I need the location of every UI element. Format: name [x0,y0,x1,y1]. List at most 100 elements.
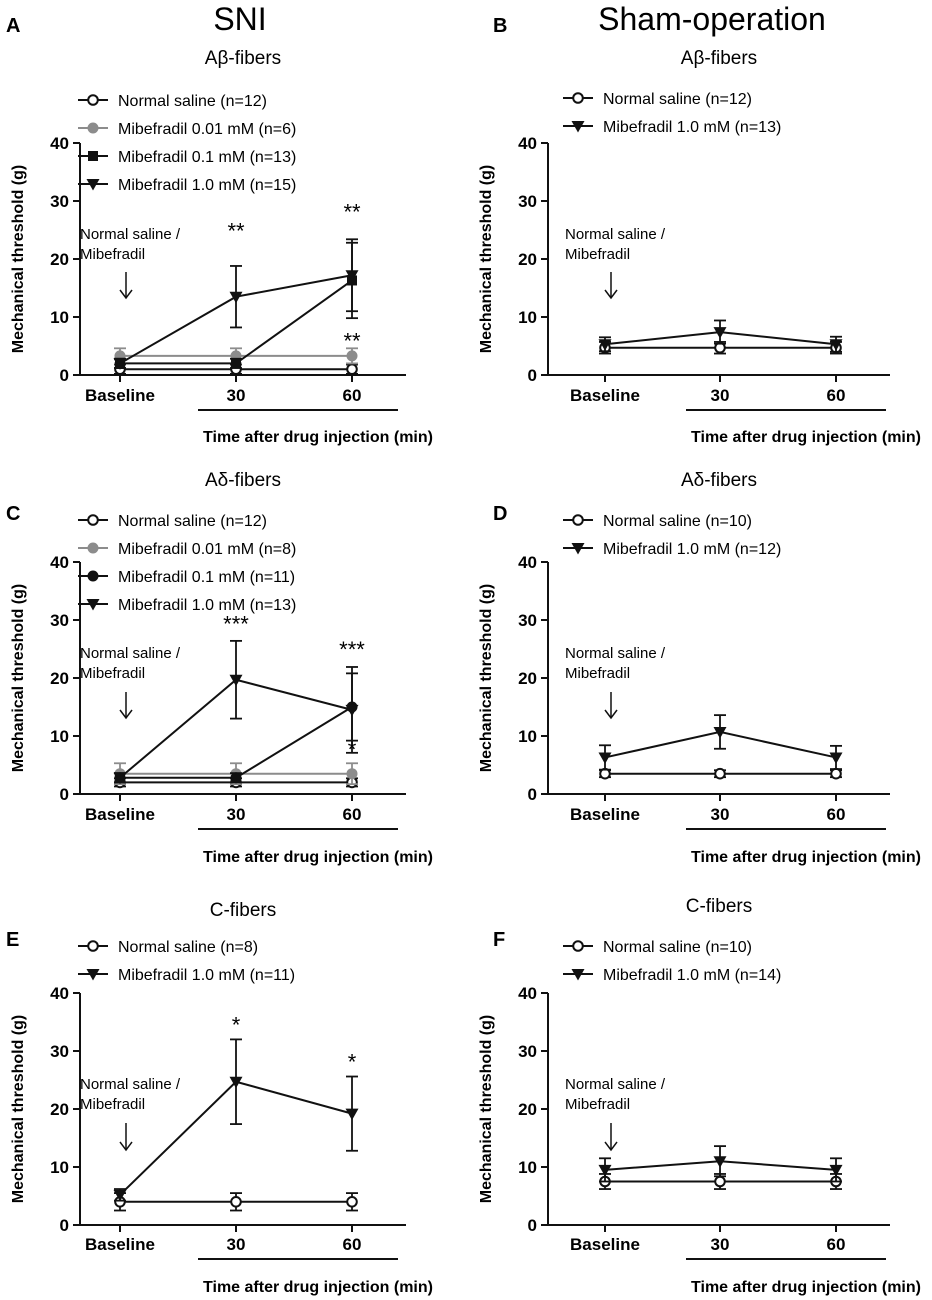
data-point [346,1196,358,1208]
series-1 [598,714,843,771]
x-tick-label: Baseline [85,386,155,405]
legend-label: Normal saline (n=12) [118,93,267,110]
series-0 [114,1192,358,1212]
panel-letter-f: F [493,929,505,951]
x-tick-label: 60 [827,386,846,405]
y-tick-label: 40 [50,134,69,153]
y-tick-label: 40 [518,134,537,153]
panel-e: E C-fibers 0 10 20 30 40 Mechanical threshold (… [6,900,433,1296]
panel-b: B Aβ-fibers 0 10 20 30 40 Mechanical threshold … [478,15,921,446]
panel-title-a: Aβ-fibers [205,48,281,69]
x-tick-label: 30 [711,386,730,405]
annotation-text: Normal saline / [565,645,666,662]
y-tick-label: 10 [50,308,69,327]
annotation-text: Mibefradil [80,1096,145,1113]
significance-marker: ** [343,200,361,225]
panel-letter-d: D [493,503,507,525]
y-tick-label: 40 [50,984,69,1003]
sni-header: SNI [213,1,266,37]
data-point [598,339,612,351]
y-tick-label: 20 [518,250,537,269]
data-point [714,767,726,780]
legend-label: Mibefradil 1.0 mM (n=15) [118,177,296,194]
x-tick-label: 30 [227,1235,246,1254]
x-tick-label: Baseline [570,1235,640,1254]
data-point [113,772,127,785]
x-tick-label: 60 [343,805,362,824]
panel-d: D Aδ-fibers 0 10 20 30 40 Mechanical threshold … [478,470,921,866]
x-tick-label: 60 [827,1235,846,1254]
data-point [598,1164,612,1177]
series-3 [113,639,359,785]
data-point [829,339,843,351]
data-point [230,772,242,784]
y-tick-label: 40 [50,553,69,572]
x-tick-label: Baseline [85,1235,155,1254]
legend-marker [571,543,585,555]
annotation-text: Mibefradil [80,246,145,263]
x-axis-label: Time after drug injection (min) [691,429,921,446]
legend-marker [571,969,585,981]
y-tick-label: 20 [50,1100,69,1119]
legend-label: Normal saline (n=10) [603,513,752,530]
legend-label: Mibefradil 0.1 mM (n=13) [118,149,296,166]
legend-marker [571,121,585,133]
y-tick-label: 0 [60,1216,69,1235]
data-point [713,327,727,339]
y-tick-label: 0 [528,366,537,385]
significance-marker: * [348,1050,357,1075]
panel-title-b: Aβ-fibers [681,48,757,69]
series-1 [113,1038,359,1202]
y-tick-label: 20 [50,250,69,269]
legend-marker [88,151,98,161]
data-point [229,291,243,304]
y-axis-label: Mechanical threshold (g) [10,1015,27,1203]
legend-label: Mibefradil 1.0 mM (n=12) [603,541,781,558]
legend-label: Mibefradil 0.1 mM (n=11) [118,569,295,586]
y-tick-label: 0 [60,785,69,804]
data-point [346,363,358,376]
panel-letter-a: A [6,15,20,37]
y-tick-label: 30 [518,192,537,211]
y-axis-label: Mechanical threshold (g) [10,584,27,772]
data-point [229,674,243,687]
data-point [231,358,241,369]
legend-marker [572,92,584,104]
y-tick-label: 40 [518,984,537,1003]
y-tick-label: 30 [50,611,69,630]
x-axis-label: Time after drug injection (min) [691,849,921,866]
x-tick-label: 30 [711,805,730,824]
y-tick-label: 10 [518,727,537,746]
annotation-arrow-head [119,289,133,300]
data-point [829,752,843,764]
annotation-text: Normal saline / [565,1076,666,1093]
legend-marker [87,940,99,952]
x-tick-label: 60 [343,386,362,405]
panel-title-e: C-fibers [210,900,277,921]
legend-marker [572,940,584,952]
legend-label: Mibefradil 0.01 mM (n=8) [118,541,296,558]
annotation-text: Normal saline / [80,1076,181,1093]
annotation-arrow-head [604,1141,618,1152]
annotation-arrow-head [119,709,133,720]
panel-title-f: C-fibers [686,896,753,917]
panel-title-c: Aδ-fibers [205,470,281,491]
y-tick-label: 30 [518,611,537,630]
panel-letter-c: C [6,503,20,525]
y-tick-label: 0 [528,785,537,804]
significance-marker: *** [223,612,249,637]
y-tick-label: 10 [50,727,69,746]
x-tick-label: 30 [711,1235,730,1254]
data-point [230,1196,242,1208]
data-point [346,768,358,780]
legend-marker [87,514,99,526]
legend-label: Mibefradil 1.0 mM (n=14) [603,967,781,984]
x-tick-label: Baseline [85,805,155,824]
x-tick-label: Baseline [570,805,640,824]
x-tick-label: 30 [227,805,246,824]
y-axis-label: Mechanical threshold (g) [10,165,27,353]
significance-marker: *** [339,637,365,662]
panel-letter-e: E [6,929,19,951]
legend-marker [86,969,100,981]
